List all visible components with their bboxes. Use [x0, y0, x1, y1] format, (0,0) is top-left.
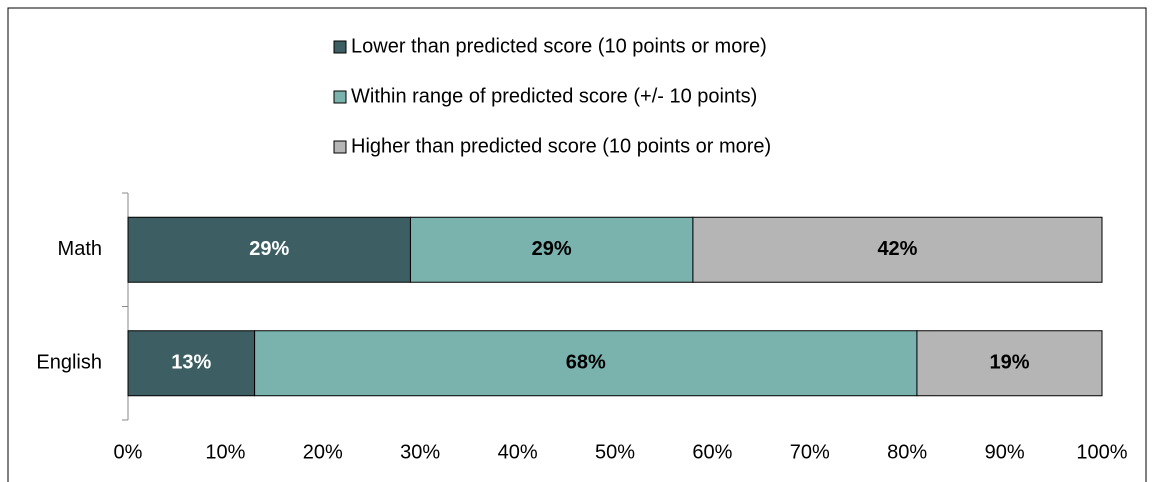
x-tick-label: 40% — [498, 441, 538, 463]
x-tick-label: 0% — [114, 441, 143, 463]
data-label: 19% — [989, 352, 1029, 374]
y-tick-label: Math — [58, 238, 102, 260]
bar-segment — [127, 216, 411, 283]
data-label: 29% — [249, 238, 289, 260]
x-tick-label: 100% — [1076, 441, 1127, 463]
legend-label: Higher than predicted score (10 points o… — [351, 135, 771, 157]
x-tick-label: 30% — [400, 441, 440, 463]
bar-segment — [254, 330, 918, 397]
legend-swatch — [333, 90, 347, 104]
bar-segment — [127, 330, 256, 397]
x-tick-label: 80% — [887, 441, 927, 463]
legend-label: Within range of predicted score (+/- 10 … — [351, 85, 757, 107]
x-tick-label: 10% — [205, 441, 245, 463]
bar-segment — [692, 216, 1103, 283]
x-tick-label: 90% — [985, 441, 1025, 463]
y-tick-label: English — [36, 352, 102, 374]
data-label: 29% — [532, 238, 572, 260]
data-label: 13% — [171, 352, 211, 374]
legend-swatch — [333, 140, 347, 154]
x-tick-label: 70% — [790, 441, 830, 463]
data-label: 42% — [877, 238, 917, 260]
legend-label: Lower than predicted score (10 points or… — [351, 35, 767, 57]
x-tick-label: 20% — [303, 441, 343, 463]
bar-segment — [409, 216, 694, 283]
data-label: 68% — [566, 352, 606, 374]
frame — [7, 7, 1147, 482]
bar-segment — [916, 330, 1103, 397]
legend-swatch — [333, 40, 347, 54]
x-tick-label: 60% — [692, 441, 732, 463]
x-tick-label: 50% — [595, 441, 635, 463]
